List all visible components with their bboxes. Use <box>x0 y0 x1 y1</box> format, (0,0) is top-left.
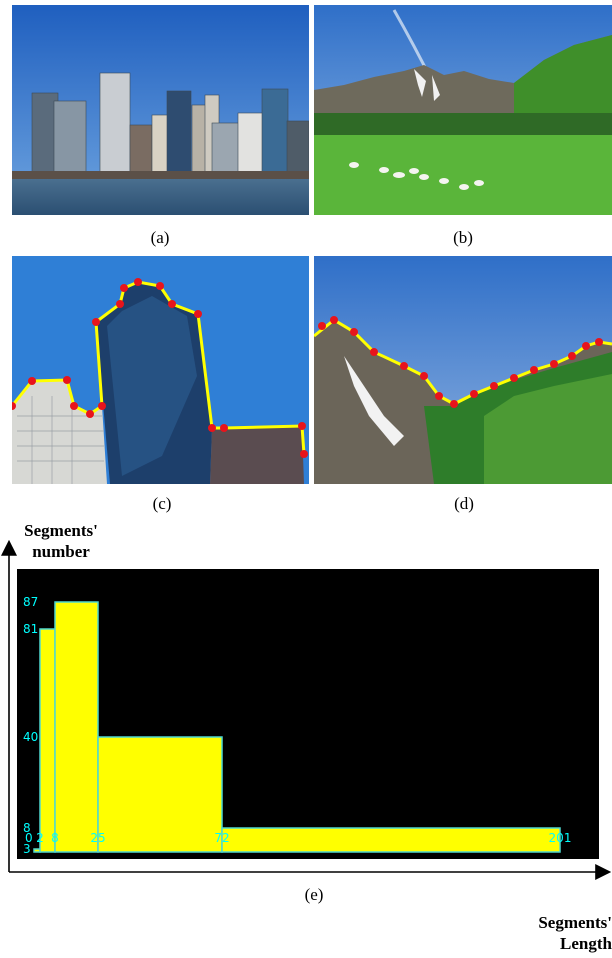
histogram-bar <box>54 601 99 853</box>
photo-ridge-segments <box>314 256 612 484</box>
photo-building-segments <box>12 256 309 484</box>
histogram-bar <box>97 736 223 853</box>
x-tick-label: 0 <box>25 831 33 845</box>
x-axis-label: Segments' Length <box>538 913 612 953</box>
skyline-image <box>12 5 309 215</box>
photo-mountain-pasture <box>314 5 612 215</box>
y-tick-label: 87 <box>23 595 38 609</box>
x-tick-label: 8 <box>51 831 59 845</box>
caption-c: (c) <box>152 494 172 513</box>
histogram-bar <box>221 827 561 853</box>
y-tick-label: 3 <box>23 842 31 856</box>
caption-d: (d) <box>454 494 474 513</box>
segment-length-histogram: 0 2 8 25 72 201 3 8 40 81 87 (e) <box>1 539 612 904</box>
x-tick-label: 2 <box>36 831 44 845</box>
caption-e: (e) <box>305 885 324 904</box>
histogram-bar <box>39 628 56 853</box>
x-tick-label: 201 <box>549 831 572 845</box>
caption-b: (b) <box>453 228 473 247</box>
pasture-image <box>314 5 612 215</box>
building-segments-image <box>12 256 309 484</box>
y-tick-label: 81 <box>23 622 38 636</box>
histogram-bar <box>33 848 41 853</box>
y-tick-label: 40 <box>23 730 38 744</box>
photo-skyline <box>12 5 309 215</box>
x-tick-label: 25 <box>90 831 105 845</box>
y-tick-label: 8 <box>23 821 31 835</box>
ridge-segments-image <box>314 256 612 484</box>
y-axis-label: Segments' number <box>24 521 98 561</box>
caption-a: (a) <box>150 228 170 247</box>
x-tick-label: 72 <box>214 831 229 845</box>
